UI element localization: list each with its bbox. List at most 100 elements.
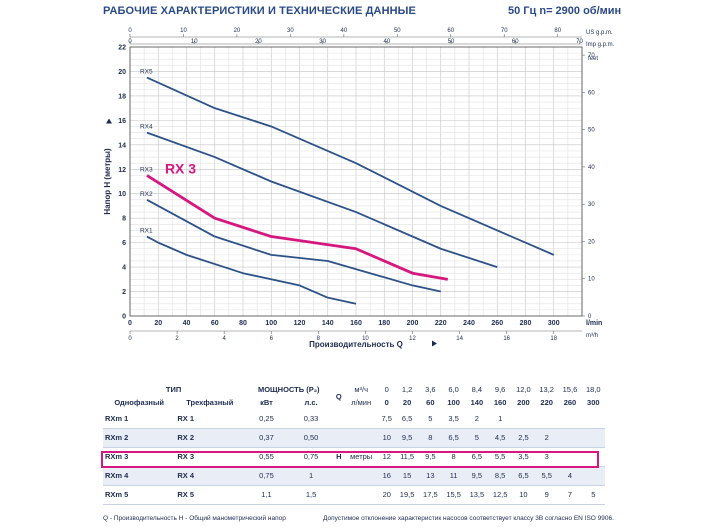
impgpm-tick-label: 50 bbox=[448, 39, 455, 45]
curve-rx1 bbox=[146, 235, 357, 305]
q-m3h-value: 15,6 bbox=[562, 385, 578, 394]
x-unit-impgpm: Imp g.p.m. bbox=[586, 42, 615, 48]
head-value: 5,5 bbox=[488, 447, 512, 467]
curve-label-rx5: RX5 bbox=[140, 69, 153, 76]
x-tick-label: 240 bbox=[463, 320, 475, 327]
feet-tick-label: 50 bbox=[588, 128, 595, 134]
usgpm-tick-label: 0 bbox=[128, 28, 132, 34]
curve-rx5 bbox=[146, 76, 555, 256]
head-value: 2,5 bbox=[511, 428, 536, 448]
x-tick-label: 180 bbox=[378, 320, 390, 327]
h-unit-empty bbox=[344, 485, 379, 505]
th-power: МОЩНОСТЬ (P₂) bbox=[257, 385, 320, 394]
head-value bbox=[581, 409, 605, 429]
th-q: Q bbox=[335, 391, 342, 401]
impgpm-tick-label: 30 bbox=[319, 39, 326, 45]
head-value: 12 bbox=[378, 447, 396, 467]
y-tick-label: 10 bbox=[118, 191, 126, 198]
x-axis-arrow-icon bbox=[432, 340, 437, 347]
y-tick-label: 8 bbox=[122, 216, 126, 223]
head-value: 4,5 bbox=[488, 428, 512, 448]
y-axis-title: Напор H (метры) bbox=[103, 148, 112, 215]
h-label: H bbox=[333, 447, 345, 467]
y-tick-label: 6 bbox=[122, 240, 126, 247]
q-lmin-value: 100 bbox=[447, 398, 460, 407]
x-tick-label: 100 bbox=[265, 320, 277, 327]
x-unit-usgpm: US g.p.m. bbox=[586, 30, 613, 36]
curve-label-rx1: RX1 bbox=[140, 228, 153, 235]
y-tick-label: 12 bbox=[118, 167, 126, 174]
x-tick-label: 220 bbox=[435, 320, 447, 327]
power-kw: 0,75 bbox=[244, 466, 289, 486]
feet-tick-label: 70 bbox=[588, 53, 595, 59]
usgpm-tick-label: 50 bbox=[394, 28, 401, 34]
chart-grid bbox=[129, 46, 583, 317]
power-kw: 0,25 bbox=[244, 409, 289, 429]
head-value: 20 bbox=[378, 485, 396, 505]
feet-tick-label: 60 bbox=[588, 90, 595, 96]
head-value bbox=[581, 447, 605, 467]
head-value: 6,5 bbox=[395, 409, 419, 429]
impgpm-tick-label: 60 bbox=[512, 39, 519, 45]
feet-tick-label: 40 bbox=[588, 165, 595, 171]
head-value: 10 bbox=[378, 428, 396, 448]
impgpm-tick-label: 70 bbox=[576, 39, 583, 45]
th-single: Однофазный bbox=[114, 398, 164, 407]
power-hp: 1,5 bbox=[288, 485, 334, 505]
m3h-tick-label: 8 bbox=[317, 336, 321, 342]
curve-label-rx2: RX2 bbox=[140, 191, 153, 198]
x-tick-label: 80 bbox=[239, 320, 247, 327]
y-tick-label: 4 bbox=[122, 265, 126, 272]
q-m3h-value: 0 bbox=[384, 385, 389, 394]
h-label-empty bbox=[333, 466, 345, 486]
head-value: 8 bbox=[441, 447, 466, 467]
head-value bbox=[581, 466, 605, 486]
q-lmin-value: 260 bbox=[563, 398, 577, 407]
q-lmin-value: 160 bbox=[493, 398, 507, 407]
head-value: 4 bbox=[558, 466, 582, 486]
usgpm-tick-label: 60 bbox=[447, 28, 454, 34]
head-value: 8,5 bbox=[488, 466, 512, 486]
x-tick-label: 20 bbox=[154, 320, 162, 327]
power-hp: 0,75 bbox=[288, 447, 334, 467]
feet-tick-label: 10 bbox=[588, 277, 595, 283]
feet-tick-label: 30 bbox=[588, 202, 595, 208]
curve-rx4 bbox=[146, 131, 498, 268]
model-single: RXm 2 bbox=[103, 428, 176, 448]
head-value: 7 bbox=[558, 485, 582, 505]
curve-label-rx3: RX3 bbox=[140, 166, 153, 173]
q-m3h-value: 1,2 bbox=[401, 385, 413, 394]
model-single: RXm 1 bbox=[103, 409, 176, 429]
th-three: Трехфазный bbox=[186, 398, 234, 407]
x-tick-label: 280 bbox=[520, 320, 532, 327]
y-unit-feet: feet bbox=[588, 56, 598, 62]
x-tick-label: 160 bbox=[350, 320, 362, 327]
y-axis-arrow-icon bbox=[106, 118, 112, 124]
h-unit-empty bbox=[344, 409, 379, 429]
head-value bbox=[535, 409, 559, 429]
head-value: 9,5 bbox=[395, 428, 419, 448]
m3h-tick-label: 12 bbox=[409, 336, 416, 342]
model-three: RX 5 bbox=[175, 485, 245, 505]
head-value: 2 bbox=[465, 409, 489, 429]
y-tick-label: 16 bbox=[118, 118, 126, 125]
model-three: RX 3 bbox=[175, 447, 245, 467]
th-hp: л.с. bbox=[304, 398, 318, 407]
q-m3h-value: 3,6 bbox=[425, 385, 436, 394]
usgpm-tick-label: 30 bbox=[287, 28, 294, 34]
head-value: 8 bbox=[418, 428, 442, 448]
m3h-tick-label: 10 bbox=[362, 336, 369, 342]
y-tick-label: 22 bbox=[118, 45, 126, 52]
m3h-tick-label: 16 bbox=[503, 336, 510, 342]
head-value: 15,5 bbox=[441, 485, 466, 505]
power-hp: 1 bbox=[288, 466, 334, 486]
x-unit-m3h: m³/h bbox=[586, 333, 598, 339]
model-three: RX 2 bbox=[175, 428, 245, 448]
head-value bbox=[558, 428, 582, 448]
model-single: RXm 3 bbox=[103, 447, 176, 467]
head-value: 5 bbox=[581, 485, 605, 505]
h-unit-empty bbox=[344, 428, 379, 448]
usgpm-tick-label: 20 bbox=[234, 28, 241, 34]
head-value: 17,5 bbox=[418, 485, 442, 505]
